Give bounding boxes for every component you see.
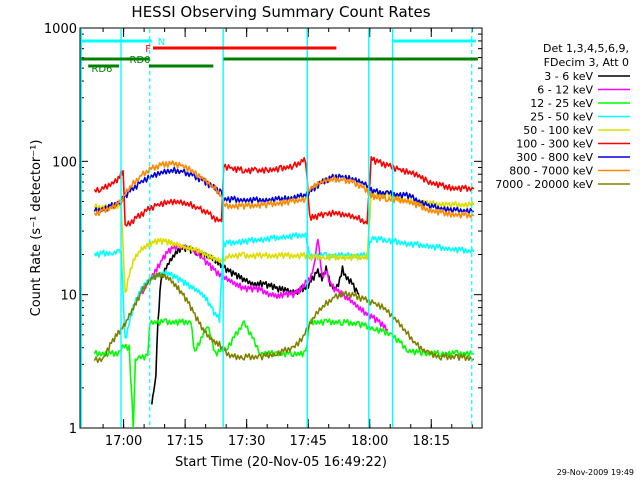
legend-label: 12 - 25 keV xyxy=(530,97,593,110)
legend-label: 25 - 50 keV xyxy=(530,111,593,124)
y-axis-label: Count Rate (s⁻¹ detector⁻¹) xyxy=(29,140,44,317)
y-tick-label: 100 xyxy=(52,155,77,170)
series-group xyxy=(93,156,475,428)
legend-label: 50 - 100 keV xyxy=(523,124,593,137)
legend-label: 800 - 7000 keV xyxy=(509,165,593,178)
series-line-7 xyxy=(93,160,475,219)
legend-label: 7000 - 20000 keV xyxy=(495,178,593,191)
series-line-6 xyxy=(93,166,474,215)
y-tick-label: 10 xyxy=(60,289,77,304)
state-label-f: F xyxy=(145,44,151,55)
y-tick-label: 1 xyxy=(69,422,77,437)
series-line-5 xyxy=(93,156,475,227)
state-label-rd6: RD6 xyxy=(91,64,112,75)
x-axis-label: Start Time (20-Nov-05 16:49:22) xyxy=(175,455,387,470)
x-tick-label: 18:15 xyxy=(413,434,450,449)
chart-title: HESSI Observing Summary Count Rates xyxy=(131,3,430,21)
x-tick-label: 17:30 xyxy=(228,434,265,449)
legend-label: 300 - 800 keV xyxy=(516,151,593,164)
state-label-rd0: RD0 xyxy=(130,55,151,66)
plot-area: 1 10 100 1000 17:00 17:15 17:30 17:45 18:00 18:15… xyxy=(44,22,483,449)
x-tick-label: 17:00 xyxy=(105,434,142,449)
y-tick-label: 1000 xyxy=(44,22,77,37)
footer-timestamp: 29-Nov-2009 19:49 xyxy=(557,468,634,477)
legend-label: 100 - 300 keV xyxy=(516,138,593,151)
legend-header-line-1: Det 1,3,4,5,6,9, xyxy=(543,42,629,55)
legend-header-line-2: FDecim 3, Att 0 xyxy=(544,56,629,69)
x-tick-label: 17:45 xyxy=(289,434,326,449)
legend-label: 6 - 12 keV xyxy=(537,84,593,97)
plot-frame xyxy=(79,27,483,429)
legend-label: 3 - 6 keV xyxy=(544,70,593,83)
series-line-8 xyxy=(93,271,475,364)
x-tick-label: 17:15 xyxy=(166,434,203,449)
series-line-3 xyxy=(93,232,475,339)
state-label-n: N xyxy=(158,37,165,48)
x-tick-label: 18:00 xyxy=(351,434,388,449)
